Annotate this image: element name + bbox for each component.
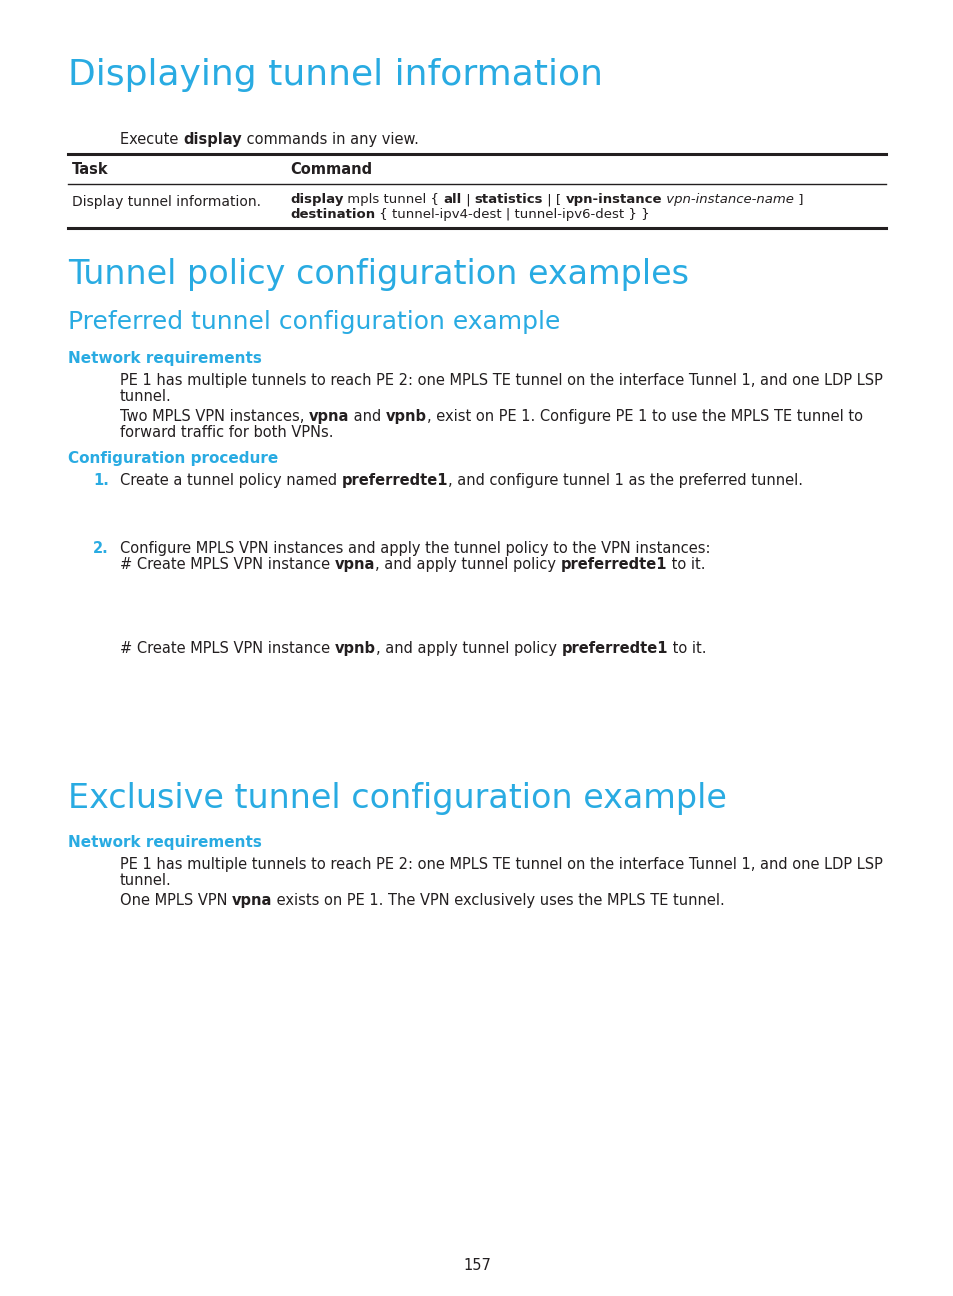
Text: Create a tunnel policy named: Create a tunnel policy named [120,473,341,489]
Text: Two MPLS VPN instances,: Two MPLS VPN instances, [120,410,309,424]
Text: vpna: vpna [309,410,349,424]
Text: 157: 157 [462,1258,491,1273]
Text: display: display [183,132,241,146]
Text: PE 1 has multiple tunnels to reach PE 2: one MPLS TE tunnel on the interface Tun: PE 1 has multiple tunnels to reach PE 2:… [120,373,882,388]
Text: Execute: Execute [120,132,183,146]
Text: ]: ] [793,193,802,206]
Text: Display tunnel information.: Display tunnel information. [71,194,261,209]
Text: Exclusive tunnel configuration example: Exclusive tunnel configuration example [68,781,726,815]
Text: to it.: to it. [667,642,705,656]
Text: Command: Command [290,162,372,178]
Text: Task: Task [71,162,109,178]
Text: and: and [349,410,386,424]
Text: preferredte1: preferredte1 [560,557,666,572]
Text: commands in any view.: commands in any view. [241,132,418,146]
Text: preferredte1: preferredte1 [341,473,448,489]
Text: # Create MPLS VPN instance: # Create MPLS VPN instance [120,557,335,572]
Text: Displaying tunnel information: Displaying tunnel information [68,58,602,92]
Text: destination: destination [290,207,375,222]
Text: tunnel.: tunnel. [120,389,172,404]
Text: , and apply tunnel policy: , and apply tunnel policy [375,642,560,656]
Text: | [: | [ [542,193,565,206]
Text: vpn-instance: vpn-instance [565,193,661,206]
Text: to it.: to it. [666,557,705,572]
Text: { tunnel-ipv4-dest | tunnel-ipv6-dest } }: { tunnel-ipv4-dest | tunnel-ipv6-dest } … [375,207,649,222]
Text: Tunnel policy configuration examples: Tunnel policy configuration examples [68,258,688,292]
Text: display: display [290,193,343,206]
Text: vpna: vpna [335,557,375,572]
Text: Network requirements: Network requirements [68,351,262,365]
Text: Network requirements: Network requirements [68,835,262,850]
Text: all: all [443,193,461,206]
Text: mpls tunnel {: mpls tunnel { [343,193,443,206]
Text: , and configure tunnel 1 as the preferred tunnel.: , and configure tunnel 1 as the preferre… [448,473,802,489]
Text: 2.: 2. [92,540,109,556]
Text: One MPLS VPN: One MPLS VPN [120,893,232,908]
Text: 1.: 1. [92,473,109,489]
Text: |: | [461,193,475,206]
Text: forward traffic for both VPNs.: forward traffic for both VPNs. [120,425,334,441]
Text: statistics: statistics [475,193,542,206]
Text: # Create MPLS VPN instance: # Create MPLS VPN instance [120,642,335,656]
Text: , exist on PE 1. Configure PE 1 to use the MPLS TE tunnel to: , exist on PE 1. Configure PE 1 to use t… [427,410,862,424]
Text: Configure MPLS VPN instances and apply the tunnel policy to the VPN instances:: Configure MPLS VPN instances and apply t… [120,540,710,556]
Text: vpna: vpna [232,893,273,908]
Text: Configuration procedure: Configuration procedure [68,451,278,467]
Text: preferredte1: preferredte1 [560,642,667,656]
Text: tunnel.: tunnel. [120,874,172,888]
Text: Preferred tunnel configuration example: Preferred tunnel configuration example [68,310,559,334]
Text: vpnb: vpnb [335,642,375,656]
Text: vpn-instance-name: vpn-instance-name [661,193,793,206]
Text: , and apply tunnel policy: , and apply tunnel policy [375,557,560,572]
Text: PE 1 has multiple tunnels to reach PE 2: one MPLS TE tunnel on the interface Tun: PE 1 has multiple tunnels to reach PE 2:… [120,857,882,872]
Text: vpnb: vpnb [386,410,427,424]
Text: exists on PE 1. The VPN exclusively uses the MPLS TE tunnel.: exists on PE 1. The VPN exclusively uses… [273,893,724,908]
